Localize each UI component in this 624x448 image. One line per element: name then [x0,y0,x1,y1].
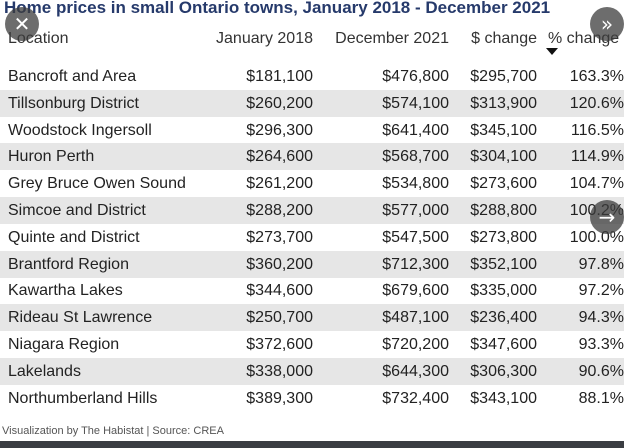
row-background [0,357,624,385]
value-cell: 97.2% [578,282,624,300]
value-cell: $487,100 [382,309,449,327]
value-cell: $345,100 [470,121,537,139]
location-cell: Brantford Region [8,255,129,273]
location-cell: Huron Perth [8,148,95,166]
location-cell: Grey Bruce Owen Sound [8,175,186,193]
value-cell: $577,000 [382,202,449,219]
location-cell: Quinte and District [8,228,140,246]
value-cell: $720,200 [382,336,449,353]
location-cell: Rideau St Lawrence [8,309,153,327]
value-cell: 114.9% [570,148,624,166]
value-cell: 94.3% [578,309,624,327]
value-cell: $372,600 [246,336,313,353]
row-background [0,250,624,278]
value-cell: $338,000 [246,362,313,380]
value-cell: $306,300 [470,362,537,380]
value-cell: 116.5% [570,121,624,139]
next-button[interactable]: » [590,7,624,41]
title: Home prices in small Ontario towns, Janu… [4,0,551,17]
row-background [0,89,624,117]
location-cell: Northumberland Hills [8,389,158,407]
value-cell: $360,200 [246,255,313,273]
close-button[interactable]: ✕ [5,7,39,41]
value-cell: 120.6% [569,94,624,112]
location-cell: Simcoe and District [8,202,146,219]
value-cell: $574,100 [382,94,449,112]
row-background [0,304,624,332]
value-cell: 90.6% [578,362,624,380]
value-cell: $335,000 [470,282,537,300]
value-cell: $547,500 [382,228,449,246]
value-cell: $344,600 [246,282,313,300]
bottom-bar [0,441,624,448]
column-header: $ change [471,30,537,47]
value-cell: $568,700 [382,148,449,166]
column-header: December 2021 [335,30,449,47]
value-cell: $273,700 [246,228,313,246]
value-cell: $534,800 [382,175,449,193]
location-cell: Niagara Region [8,336,120,353]
column-header: January 2018 [216,30,313,47]
value-cell: $641,400 [382,121,449,139]
value-cell: $296,300 [246,121,313,139]
row-background [0,197,624,224]
row-background [0,143,624,171]
value-cell: $250,700 [246,309,313,327]
value-cell: $644,300 [382,362,449,380]
value-cell: $389,300 [246,389,313,407]
footer: Visualization by The Habistat | Source: … [2,425,224,437]
value-cell: 163.3% [569,68,624,85]
arrow-button[interactable]: → [590,200,624,234]
value-cell: 97.8% [578,255,624,273]
value-cell: $181,100 [246,68,313,85]
location-cell: Bancroft and Area [8,68,137,85]
value-cell: $288,800 [470,202,537,219]
value-cell: $343,100 [470,389,537,407]
sort-arrow[interactable] [546,48,558,56]
location-cell: Woodstock Ingersoll [8,121,152,139]
location-cell: Kawartha Lakes [8,282,123,300]
value-cell: $347,600 [470,336,537,353]
value-cell: 88.1% [578,389,624,407]
value-cell: $260,200 [246,94,313,112]
value-cell: $273,800 [470,228,537,246]
value-cell: $261,200 [246,175,313,193]
value-cell: $476,800 [382,68,449,85]
value-cell: $313,900 [470,94,537,112]
value-cell: $679,600 [382,282,449,300]
value-cell: 104.7% [569,175,624,193]
value-cell: $352,100 [470,255,537,273]
value-cell: $295,700 [470,68,537,85]
value-cell: $264,600 [246,148,313,166]
value-cell: $732,400 [382,389,449,407]
value-cell: $273,600 [470,175,537,193]
value-cell: $304,100 [470,148,537,166]
value-cell: $236,400 [470,309,537,327]
value-cell: 93.3% [578,336,624,353]
value-cell: $712,300 [382,255,449,273]
location-cell: Tillsonburg District [8,94,139,112]
location-cell: Lakelands [8,362,81,380]
value-cell: $288,200 [246,202,313,219]
